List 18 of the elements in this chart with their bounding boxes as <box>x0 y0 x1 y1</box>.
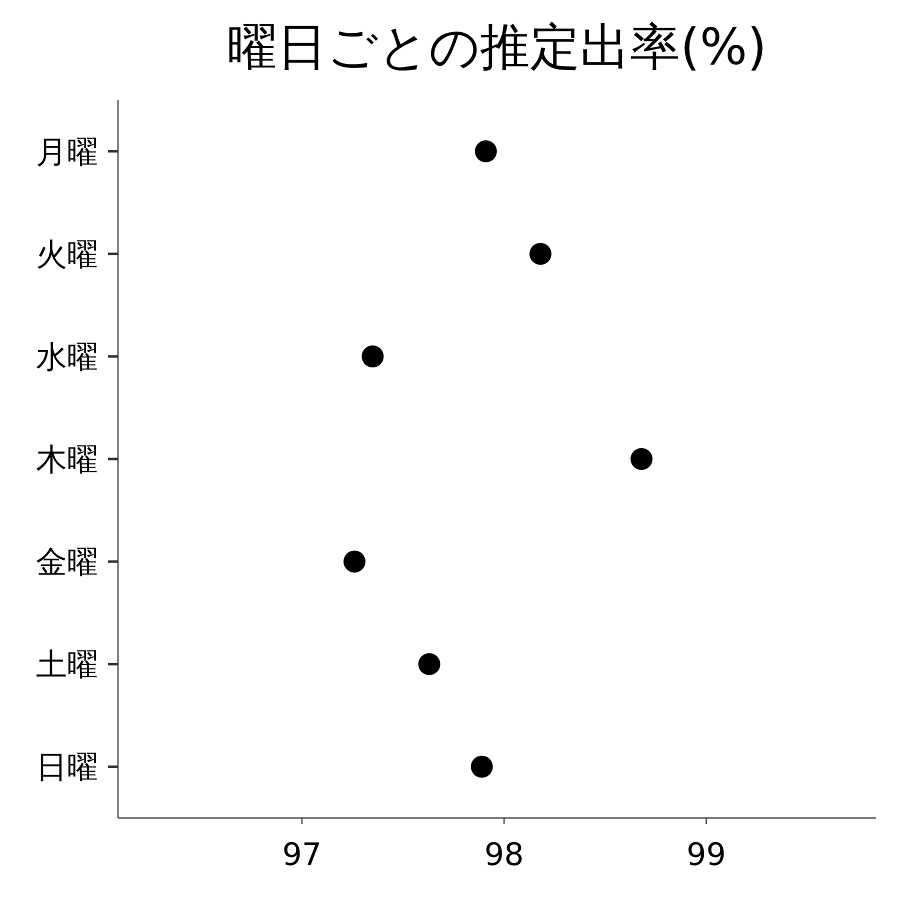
y-tick-label: 木曜 <box>36 442 98 478</box>
point <box>529 242 552 265</box>
y-tick-label: 火曜 <box>36 236 98 273</box>
y-tick-label: 月曜 <box>36 134 98 170</box>
point <box>418 653 440 676</box>
y-tick-label: 水曜 <box>36 339 98 376</box>
point <box>362 345 384 368</box>
y-tick-label: 金曜 <box>36 544 98 581</box>
y-tick-label: 土曜 <box>36 647 98 684</box>
x-tick-label: 97 <box>282 837 322 873</box>
point <box>470 756 493 778</box>
x-tick-label: 99 <box>686 837 726 873</box>
y-tick-label: 日曜 <box>36 750 98 786</box>
x-tick-label: 98 <box>484 837 524 873</box>
point <box>343 550 366 573</box>
chart-title: 曜日ごとの推定出率(%) <box>227 18 767 76</box>
point <box>474 140 497 162</box>
point <box>630 448 653 470</box>
